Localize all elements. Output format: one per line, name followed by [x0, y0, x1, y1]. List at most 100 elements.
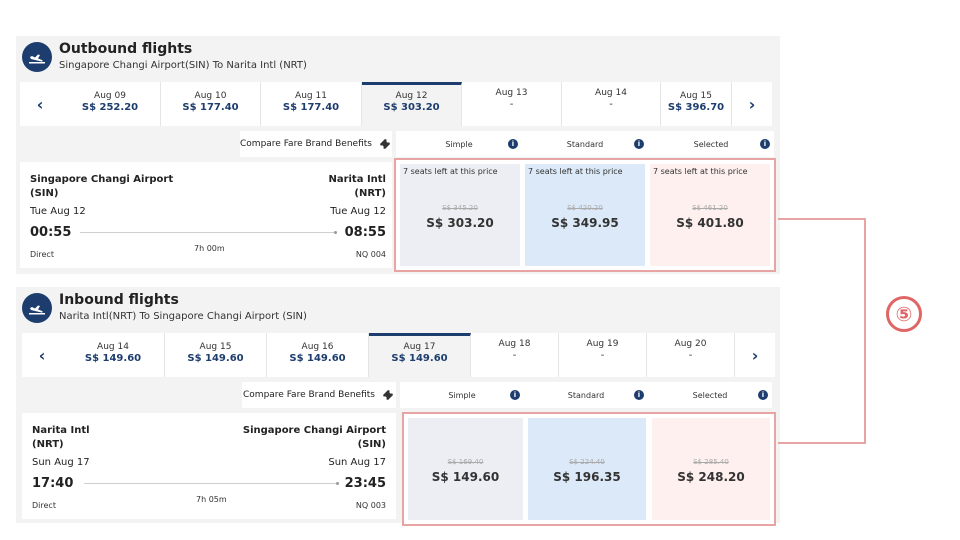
- fare-price: S$ 149.60: [431, 470, 500, 484]
- outbound-date-bar: ‹ Aug 09 S$ 252.20 Aug 10 S$ 177.40 Aug 11…: [20, 82, 772, 126]
- seats-left-label: 7 seats left at this price: [653, 167, 748, 176]
- info-icon[interactable]: i: [510, 390, 520, 400]
- departure-time: 17:40: [32, 476, 74, 491]
- arrival-airport: Narita Intl: [328, 174, 386, 185]
- inbound-title: Inbound flights: [59, 292, 179, 308]
- departure-date: Tue Aug 12: [30, 206, 86, 217]
- fare-option-selected[interactable]: 7 seats left at this price S$ 461.20 S$ …: [650, 164, 770, 266]
- outbound-date-cell-selected[interactable]: Aug 12 S$ 303.20: [362, 82, 462, 126]
- departure-date: Sun Aug 17: [32, 457, 90, 468]
- fare-option-simple[interactable]: 7 seats left at this price S$ 345.20 S$ …: [400, 164, 520, 266]
- compare-fare-label: Compare Fare Brand Benefits: [240, 139, 372, 149]
- original-price: S$ 169.40: [447, 458, 484, 466]
- outbound-date-cell[interactable]: Aug 15 S$ 396.70: [661, 82, 732, 126]
- inbound-header: Inbound flights Narita Intl(NRT) To Sing…: [16, 287, 780, 327]
- flight-number: NQ 004: [355, 250, 386, 259]
- original-price: S$ 285.40: [693, 458, 729, 466]
- inbound-fares-highlight: S$ 169.40 S$ 149.60 S$ 224.40 S$ 196.35 …: [402, 412, 776, 526]
- inbound-subtitle: Narita Intl(NRT) To Singapore Changi Air…: [59, 311, 307, 322]
- original-price: S$ 420.20: [567, 204, 603, 212]
- inbound-prev-arrow-icon[interactable]: ‹: [22, 333, 62, 377]
- inbound-brand-selected[interactable]: Selected i: [648, 382, 772, 408]
- fare-option-selected[interactable]: S$ 285.40 S$ 248.20: [652, 418, 770, 520]
- info-icon[interactable]: i: [508, 139, 518, 149]
- outbound-subtitle: Singapore Changi Airport(SIN) To Narita …: [59, 60, 307, 71]
- fare-price: S$ 401.80: [676, 216, 744, 230]
- arrival-time: 08:55: [344, 225, 386, 240]
- ticket-icon: [382, 390, 393, 400]
- arrival-time: 23:45: [344, 476, 386, 491]
- inbound-compare-fare-button[interactable]: Compare Fare Brand Benefits: [242, 382, 396, 408]
- outbound-fares-highlight: 7 seats left at this price S$ 345.20 S$ …: [394, 158, 776, 272]
- departure-time: 00:55: [30, 225, 72, 240]
- fare-price: S$ 196.35: [553, 470, 621, 484]
- arrival-code: (SIN): [357, 439, 386, 450]
- info-icon[interactable]: i: [758, 390, 768, 400]
- seats-left-label: 7 seats left at this price: [403, 167, 498, 176]
- stops-label: Direct: [30, 250, 54, 259]
- arrival-date: Tue Aug 12: [330, 206, 386, 217]
- inbound-date-cell[interactable]: Aug 19-: [559, 333, 647, 377]
- departure-airport: Singapore Changi Airport: [30, 174, 174, 185]
- route-dot: [334, 231, 337, 234]
- inbound-date-cell[interactable]: Aug 14 S$ 149.60: [62, 333, 165, 377]
- inbound-date-cell-selected[interactable]: Aug 17 S$ 149.60: [369, 333, 471, 377]
- outbound-brand-simple[interactable]: Simple i: [396, 131, 522, 157]
- outbound-date-cell[interactable]: Aug 14-: [562, 82, 661, 126]
- inbound-date-cell[interactable]: Aug 15 S$ 149.60: [165, 333, 267, 377]
- outbound-date-cell[interactable]: Aug 09 S$ 252.20: [60, 82, 161, 126]
- compare-fare-label: Compare Fare Brand Benefits: [243, 390, 375, 400]
- outbound-compare-fare-button[interactable]: Compare Fare Brand Benefits: [240, 131, 392, 157]
- departure-airport: Narita Intl: [32, 425, 90, 436]
- original-price: S$ 224.40: [569, 458, 605, 466]
- departure-code: (NRT): [32, 439, 64, 450]
- fare-option-simple[interactable]: S$ 169.40 S$ 149.60: [408, 418, 523, 520]
- seats-left-label: 7 seats left at this price: [528, 167, 623, 176]
- annotation-marker: ⑤: [886, 296, 922, 332]
- duration-label: 7h 00m: [194, 244, 225, 253]
- original-price: S$ 345.20: [442, 204, 478, 212]
- outbound-brand-standard[interactable]: Standard i: [522, 131, 648, 157]
- inbound-date-cell[interactable]: Aug 16 S$ 149.60: [267, 333, 369, 377]
- flight-number: NQ 003: [355, 501, 386, 510]
- arrival-airport: Singapore Changi Airport: [242, 425, 386, 436]
- inbound-brand-standard[interactable]: Standard i: [524, 382, 648, 408]
- info-icon[interactable]: i: [634, 139, 644, 149]
- fare-option-standard[interactable]: S$ 224.40 S$ 196.35: [528, 418, 646, 520]
- duration-label: 7h 05m: [196, 495, 227, 504]
- fare-option-standard[interactable]: 7 seats left at this price S$ 420.20 S$ …: [525, 164, 645, 266]
- inbound-date-cell[interactable]: Aug 20-: [647, 333, 735, 377]
- outbound-date-cell[interactable]: Aug 13-: [462, 82, 562, 126]
- info-icon[interactable]: i: [760, 139, 770, 149]
- inbound-flight-card: Narita Intl (NRT) Singapore Changi Airpo…: [22, 413, 396, 519]
- inbound-date-cell[interactable]: Aug 18-: [471, 333, 559, 377]
- fare-price: S$ 248.20: [677, 470, 745, 484]
- outbound-header: Outbound flights Singapore Changi Airpor…: [16, 36, 780, 76]
- outbound-title: Outbound flights: [59, 41, 193, 57]
- outbound-section: Outbound flights Singapore Changi Airpor…: [16, 36, 780, 274]
- fare-price: S$ 303.20: [426, 216, 494, 230]
- inbound-brand-simple[interactable]: Simple i: [400, 382, 524, 408]
- outbound-flight-card: Singapore Changi Airport (SIN) Narita In…: [20, 162, 392, 268]
- ticket-icon: [379, 139, 390, 149]
- route-dot: [336, 482, 339, 485]
- outbound-next-arrow-icon[interactable]: ›: [732, 82, 772, 126]
- takeoff-plane-icon: [22, 42, 52, 72]
- inbound-date-bar: ‹ Aug 14 S$ 149.60 Aug 15 S$ 149.60 Aug 16…: [22, 333, 775, 377]
- route-line: [80, 232, 336, 233]
- arrival-code: (NRT): [354, 188, 386, 199]
- route-line: [84, 483, 338, 484]
- arrival-date: Sun Aug 17: [328, 457, 386, 468]
- original-price: S$ 461.20: [692, 204, 728, 212]
- stops-label: Direct: [32, 501, 56, 510]
- annotation-connector: [778, 218, 866, 444]
- fare-price: S$ 349.95: [551, 216, 619, 230]
- outbound-date-cell[interactable]: Aug 10 S$ 177.40: [161, 82, 261, 126]
- departure-code: (SIN): [30, 188, 59, 199]
- outbound-brand-selected[interactable]: Selected i: [648, 131, 774, 157]
- info-icon[interactable]: i: [634, 390, 644, 400]
- outbound-date-cell[interactable]: Aug 11 S$ 177.40: [261, 82, 362, 126]
- inbound-section: Inbound flights Narita Intl(NRT) To Sing…: [16, 287, 780, 523]
- inbound-next-arrow-icon[interactable]: ›: [735, 333, 775, 377]
- outbound-prev-arrow-icon[interactable]: ‹: [20, 82, 60, 126]
